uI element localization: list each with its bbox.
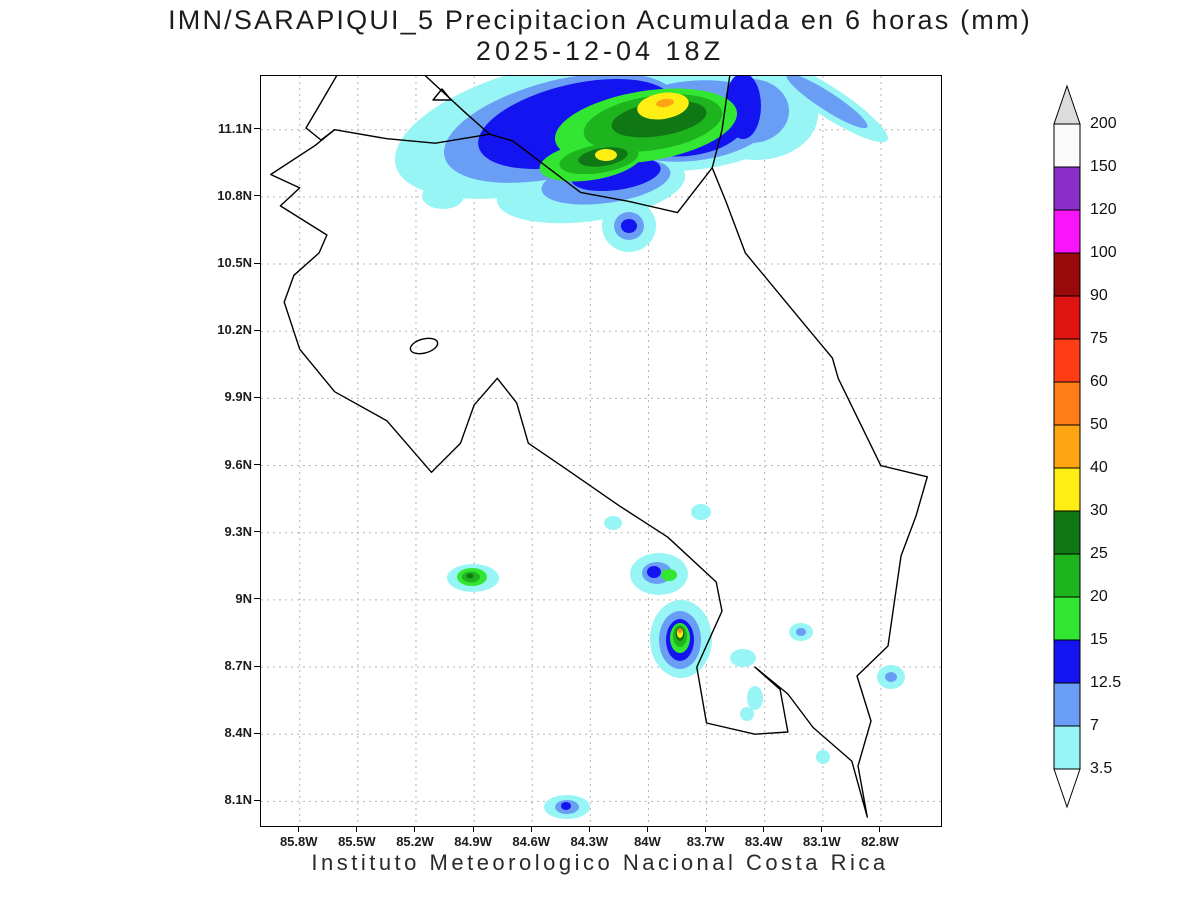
map-canvas (261, 76, 941, 826)
colorbar-segment (1053, 424, 1081, 469)
lat-tick-label: 9.3N (224, 523, 252, 539)
colorbar-segment (1053, 295, 1081, 340)
lon-tick-label: 82.8W (861, 834, 899, 849)
coastlines (270, 76, 928, 818)
x-tick-mark (356, 826, 358, 832)
colorbar-segment (1053, 166, 1081, 211)
colorbar-tick-label: 3.5 (1090, 760, 1112, 777)
lon-tick-label: 84W (634, 834, 661, 849)
colorbar-segment (1053, 725, 1081, 770)
y-tick-mark (254, 195, 260, 197)
colorbar-segment (1053, 510, 1081, 555)
colorbar-segment (1053, 209, 1081, 254)
x-tick-mark (705, 826, 707, 832)
lat-tick-label: 11.1N (218, 120, 252, 136)
colorbar-segment (1053, 682, 1081, 727)
y-tick-mark (254, 329, 260, 331)
map-plot-area (260, 75, 942, 827)
chira-island (409, 337, 439, 355)
colorbar-segment (1053, 596, 1081, 641)
colorbar-tick-label: 50 (1090, 416, 1108, 433)
x-tick-mark (821, 826, 823, 832)
gridlines (261, 76, 941, 826)
colorbar-canvas: 200 150 120 100 90 75 60 50 40 30 25 20 15 12.5 7 3.5 (1053, 84, 1121, 809)
colorbar-tick-label: 120 (1090, 201, 1117, 218)
colorbar-tick-label: 7 (1090, 717, 1099, 734)
lon-tick-label: 84.3W (570, 834, 609, 849)
y-tick-mark (254, 464, 260, 466)
colorbar-arrow-top (1053, 84, 1081, 125)
lat-tick-label: 9.6N (224, 456, 252, 472)
x-tick-mark (879, 826, 881, 832)
lon-tick-label: 83.4W (744, 834, 783, 849)
lon-tick-label: 85.2W (396, 834, 434, 849)
lat-tick-label: 10.8N (217, 187, 252, 203)
lon-tick-label: 85.5W (338, 834, 376, 849)
colorbar-tick-label: 12.5 (1090, 674, 1121, 691)
colorbar-segment (1053, 553, 1081, 598)
y-tick-mark (254, 665, 260, 667)
colorbar-tick-label: 20 (1090, 588, 1108, 605)
x-tick-mark (646, 826, 648, 832)
lake-nicaragua-shore (424, 76, 491, 135)
x-tick-mark (298, 826, 300, 832)
colorbar-segment (1053, 381, 1081, 426)
precipitation-shading (394, 76, 905, 819)
colorbar-arrow-bottom (1053, 768, 1081, 809)
colorbar-segment (1053, 252, 1081, 297)
lon-tick-label: 85.8W (279, 834, 318, 849)
nicaragua-pacific-coast (305, 76, 338, 141)
colorbar-tick-label: 15 (1090, 631, 1108, 648)
colorbar-segment (1053, 467, 1081, 512)
y-tick-mark (254, 531, 260, 533)
x-tick-mark (588, 826, 590, 832)
colorbar-tick-label: 40 (1090, 459, 1108, 476)
colorbar-tick-label: 75 (1090, 330, 1108, 347)
y-tick-mark (254, 598, 260, 600)
colorbar: 200 150 120 100 90 75 60 50 40 30 25 20 15 12.5 7 3.5 (1050, 84, 1190, 814)
y-tick-mark (254, 396, 260, 398)
lat-tick-label: 8.4N (224, 725, 252, 741)
x-tick-mark (472, 826, 474, 832)
colorbar-tick-label: 150 (1090, 158, 1117, 175)
colorbar-segment (1053, 639, 1081, 684)
colorbar-tick-label: 200 (1090, 115, 1117, 132)
lon-tick-label: 83.7W (686, 834, 725, 849)
lon-tick-label: 84.6W (512, 834, 550, 849)
colorbar-tick-label: 60 (1090, 373, 1108, 390)
colorbar-tick-label: 25 (1090, 545, 1108, 562)
lat-tick-label: 8.7N (224, 658, 252, 674)
colorbar-segment (1053, 338, 1081, 383)
colorbar-tick-label: 90 (1090, 287, 1108, 304)
lat-tick-label: 8.1N (224, 792, 252, 808)
colorbar-segment (1053, 123, 1081, 168)
x-tick-mark (530, 826, 532, 832)
x-tick-mark (763, 826, 765, 832)
y-tick-mark (254, 732, 260, 734)
y-tick-mark (254, 128, 260, 130)
nicaragua-caribbean-coast (711, 76, 731, 169)
lat-tick-label: 9.9N (224, 389, 252, 405)
figure-title: IMN/SARAPIQUI_5 Precipitacion Acumulada … (168, 5, 1032, 35)
lat-tick-label: 10.5N (217, 255, 252, 271)
figure-valid-time: 2025-12-04 18Z (475, 36, 725, 66)
lon-tick-label: 83.1W (803, 834, 841, 849)
colorbar-tick-label: 100 (1090, 244, 1117, 261)
lake-island (432, 88, 452, 101)
y-tick-mark (254, 799, 260, 801)
figure-caption: Instituto Meteorologico Nacional Costa R… (311, 850, 889, 875)
y-tick-mark (254, 262, 260, 264)
shade-level-50 (678, 628, 682, 632)
costa-rica-coastline (270, 129, 928, 818)
lat-tick-label: 9N (235, 590, 252, 606)
colorbar-tick-label: 30 (1090, 502, 1108, 519)
lon-tick-label: 84.9W (454, 834, 492, 849)
x-tick-mark (414, 826, 416, 832)
lat-tick-label: 10.2N (217, 322, 252, 338)
